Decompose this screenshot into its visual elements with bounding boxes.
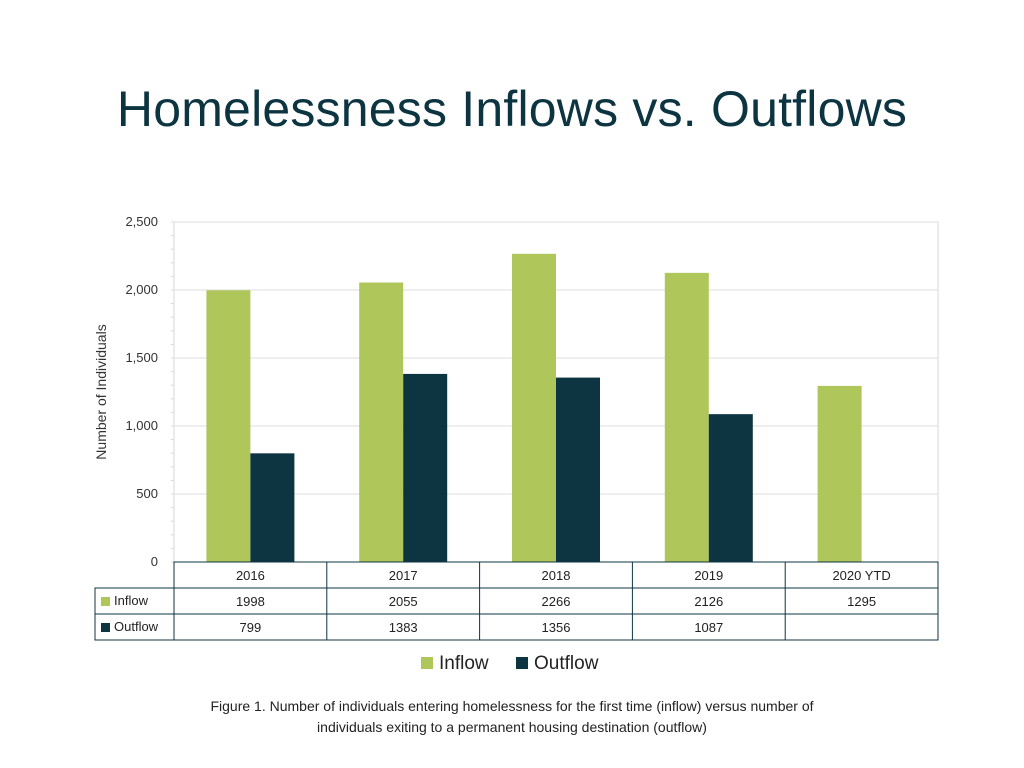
y-tick-label: 0 — [151, 554, 158, 569]
table-value-cell: 2055 — [389, 594, 418, 609]
bar-inflow-2016 — [206, 290, 251, 562]
table-value-cell: 1295 — [847, 594, 876, 609]
table-value-cell: 799 — [240, 620, 262, 635]
legend-key-outflow — [516, 657, 528, 669]
table-value-cell: 1383 — [389, 620, 418, 635]
table-row-inflow — [94, 587, 939, 615]
y-tick-label: 2,000 — [125, 282, 158, 297]
bar-inflow-2017 — [359, 282, 404, 562]
table-header-cell: 2016 — [236, 568, 265, 583]
table-value-cell: 1087 — [694, 620, 723, 635]
caption-line-1: Figure 1. Number of individuals entering… — [210, 698, 814, 714]
y-tick-label: 2,500 — [125, 214, 158, 229]
y-tick-label: 1,500 — [125, 350, 158, 365]
data-table: 2016 2017 2018 2019 2020 YTD Inflow 1998 2055 22… — [94, 561, 939, 641]
y-tick-label: 1,000 — [125, 418, 158, 433]
table-header-cell: 2017 — [389, 568, 418, 583]
table-row-label: Outflow — [114, 619, 159, 634]
table-legend-key-inflow — [101, 597, 110, 606]
y-tick-label: 500 — [136, 486, 158, 501]
slide-title: Homelessness Inflows vs. Outflows — [116, 81, 908, 137]
figure-caption: Figure 1. Number of individuals entering… — [112, 696, 912, 738]
table-legend-key-outflow — [101, 623, 110, 632]
bar-outflow-2016 — [250, 453, 295, 562]
table-row-outflow — [94, 613, 939, 641]
table-header-cell: 2018 — [542, 568, 571, 583]
table-header-cell: 2020 YTD — [832, 568, 890, 583]
bar-inflow-2019 — [664, 272, 709, 562]
legend-key-inflow — [421, 657, 433, 669]
bar-outflow-2018 — [556, 377, 600, 562]
bar-inflow-2018 — [512, 253, 556, 562]
table-value-cell: 2266 — [542, 594, 571, 609]
bar-outflow-2017 — [403, 373, 448, 562]
table-row-label: Inflow — [114, 593, 149, 608]
bar-inflow-2020-ytd — [817, 385, 862, 562]
y-axis-title: Number of Individuals — [93, 324, 109, 459]
table-value-cell: 1356 — [542, 620, 571, 635]
table-value-cell: 2126 — [694, 594, 723, 609]
table-header-cell: 2019 — [694, 568, 723, 583]
y-axis-ticks: 0 500 1,000 1,500 2,000 2,500 — [125, 214, 158, 569]
table-value-cell: 1998 — [236, 594, 265, 609]
legend-label-inflow: Inflow — [439, 653, 489, 674]
caption-line-2: individuals exiting to a permanent housi… — [317, 719, 707, 735]
bar-outflow-2019 — [708, 414, 753, 562]
legend-label-outflow: Outflow — [534, 653, 599, 674]
bars — [206, 253, 862, 562]
legend: Inflow Outflow — [421, 653, 599, 674]
